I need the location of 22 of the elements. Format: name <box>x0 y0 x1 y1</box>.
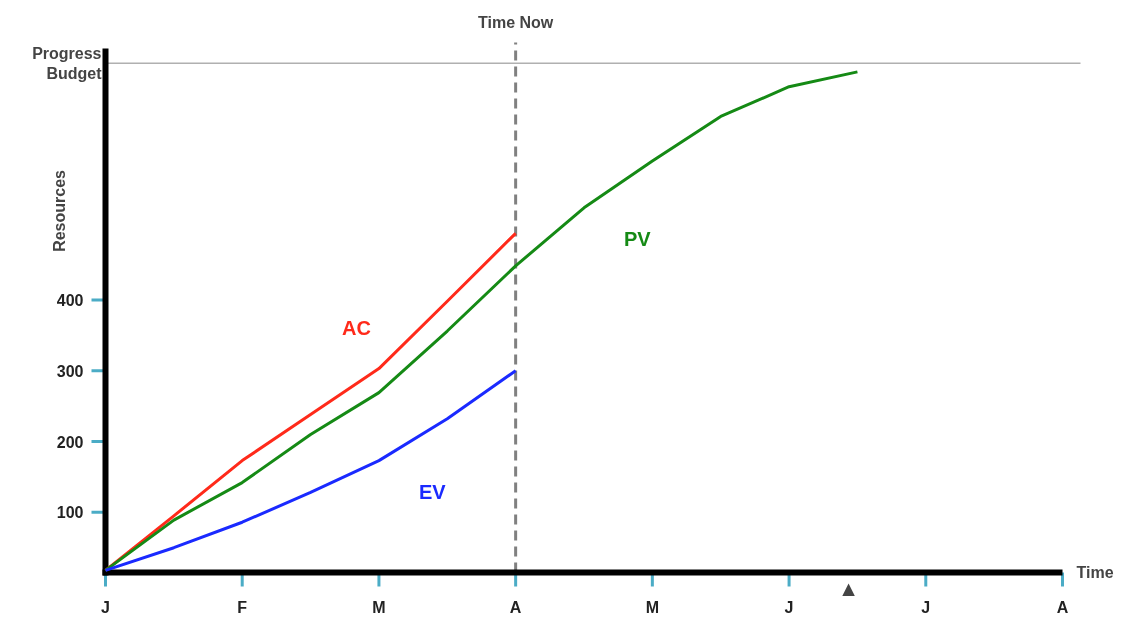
x-tick-label: M <box>372 598 386 616</box>
x-axis-title: Time <box>1076 564 1114 581</box>
line-series <box>104 369 518 572</box>
y-tick-label: 100 <box>56 504 84 522</box>
x-tick-label: F <box>237 598 248 616</box>
ref-line-label: Time Now <box>478 13 554 31</box>
ref-line-label: Progress Budget <box>32 44 103 83</box>
series-label: AC <box>342 316 371 339</box>
y-tick-label: 300 <box>56 362 84 380</box>
y-tick-label: 400 <box>56 291 84 309</box>
y-tick-label: 200 <box>56 433 84 451</box>
x-tick-label: J <box>921 598 931 616</box>
x-tick-label: M <box>645 598 660 616</box>
series-label: EV <box>418 480 447 503</box>
y-axis-title: Resources <box>50 169 68 252</box>
x-tick-label: J <box>784 598 794 616</box>
x-tick-label: A <box>509 598 522 616</box>
text: ▲ <box>837 576 860 601</box>
series-label: PV <box>624 227 652 250</box>
line-series <box>104 70 859 572</box>
x-tick-label: A <box>1056 598 1069 616</box>
x-tick-label: J <box>101 598 110 616</box>
